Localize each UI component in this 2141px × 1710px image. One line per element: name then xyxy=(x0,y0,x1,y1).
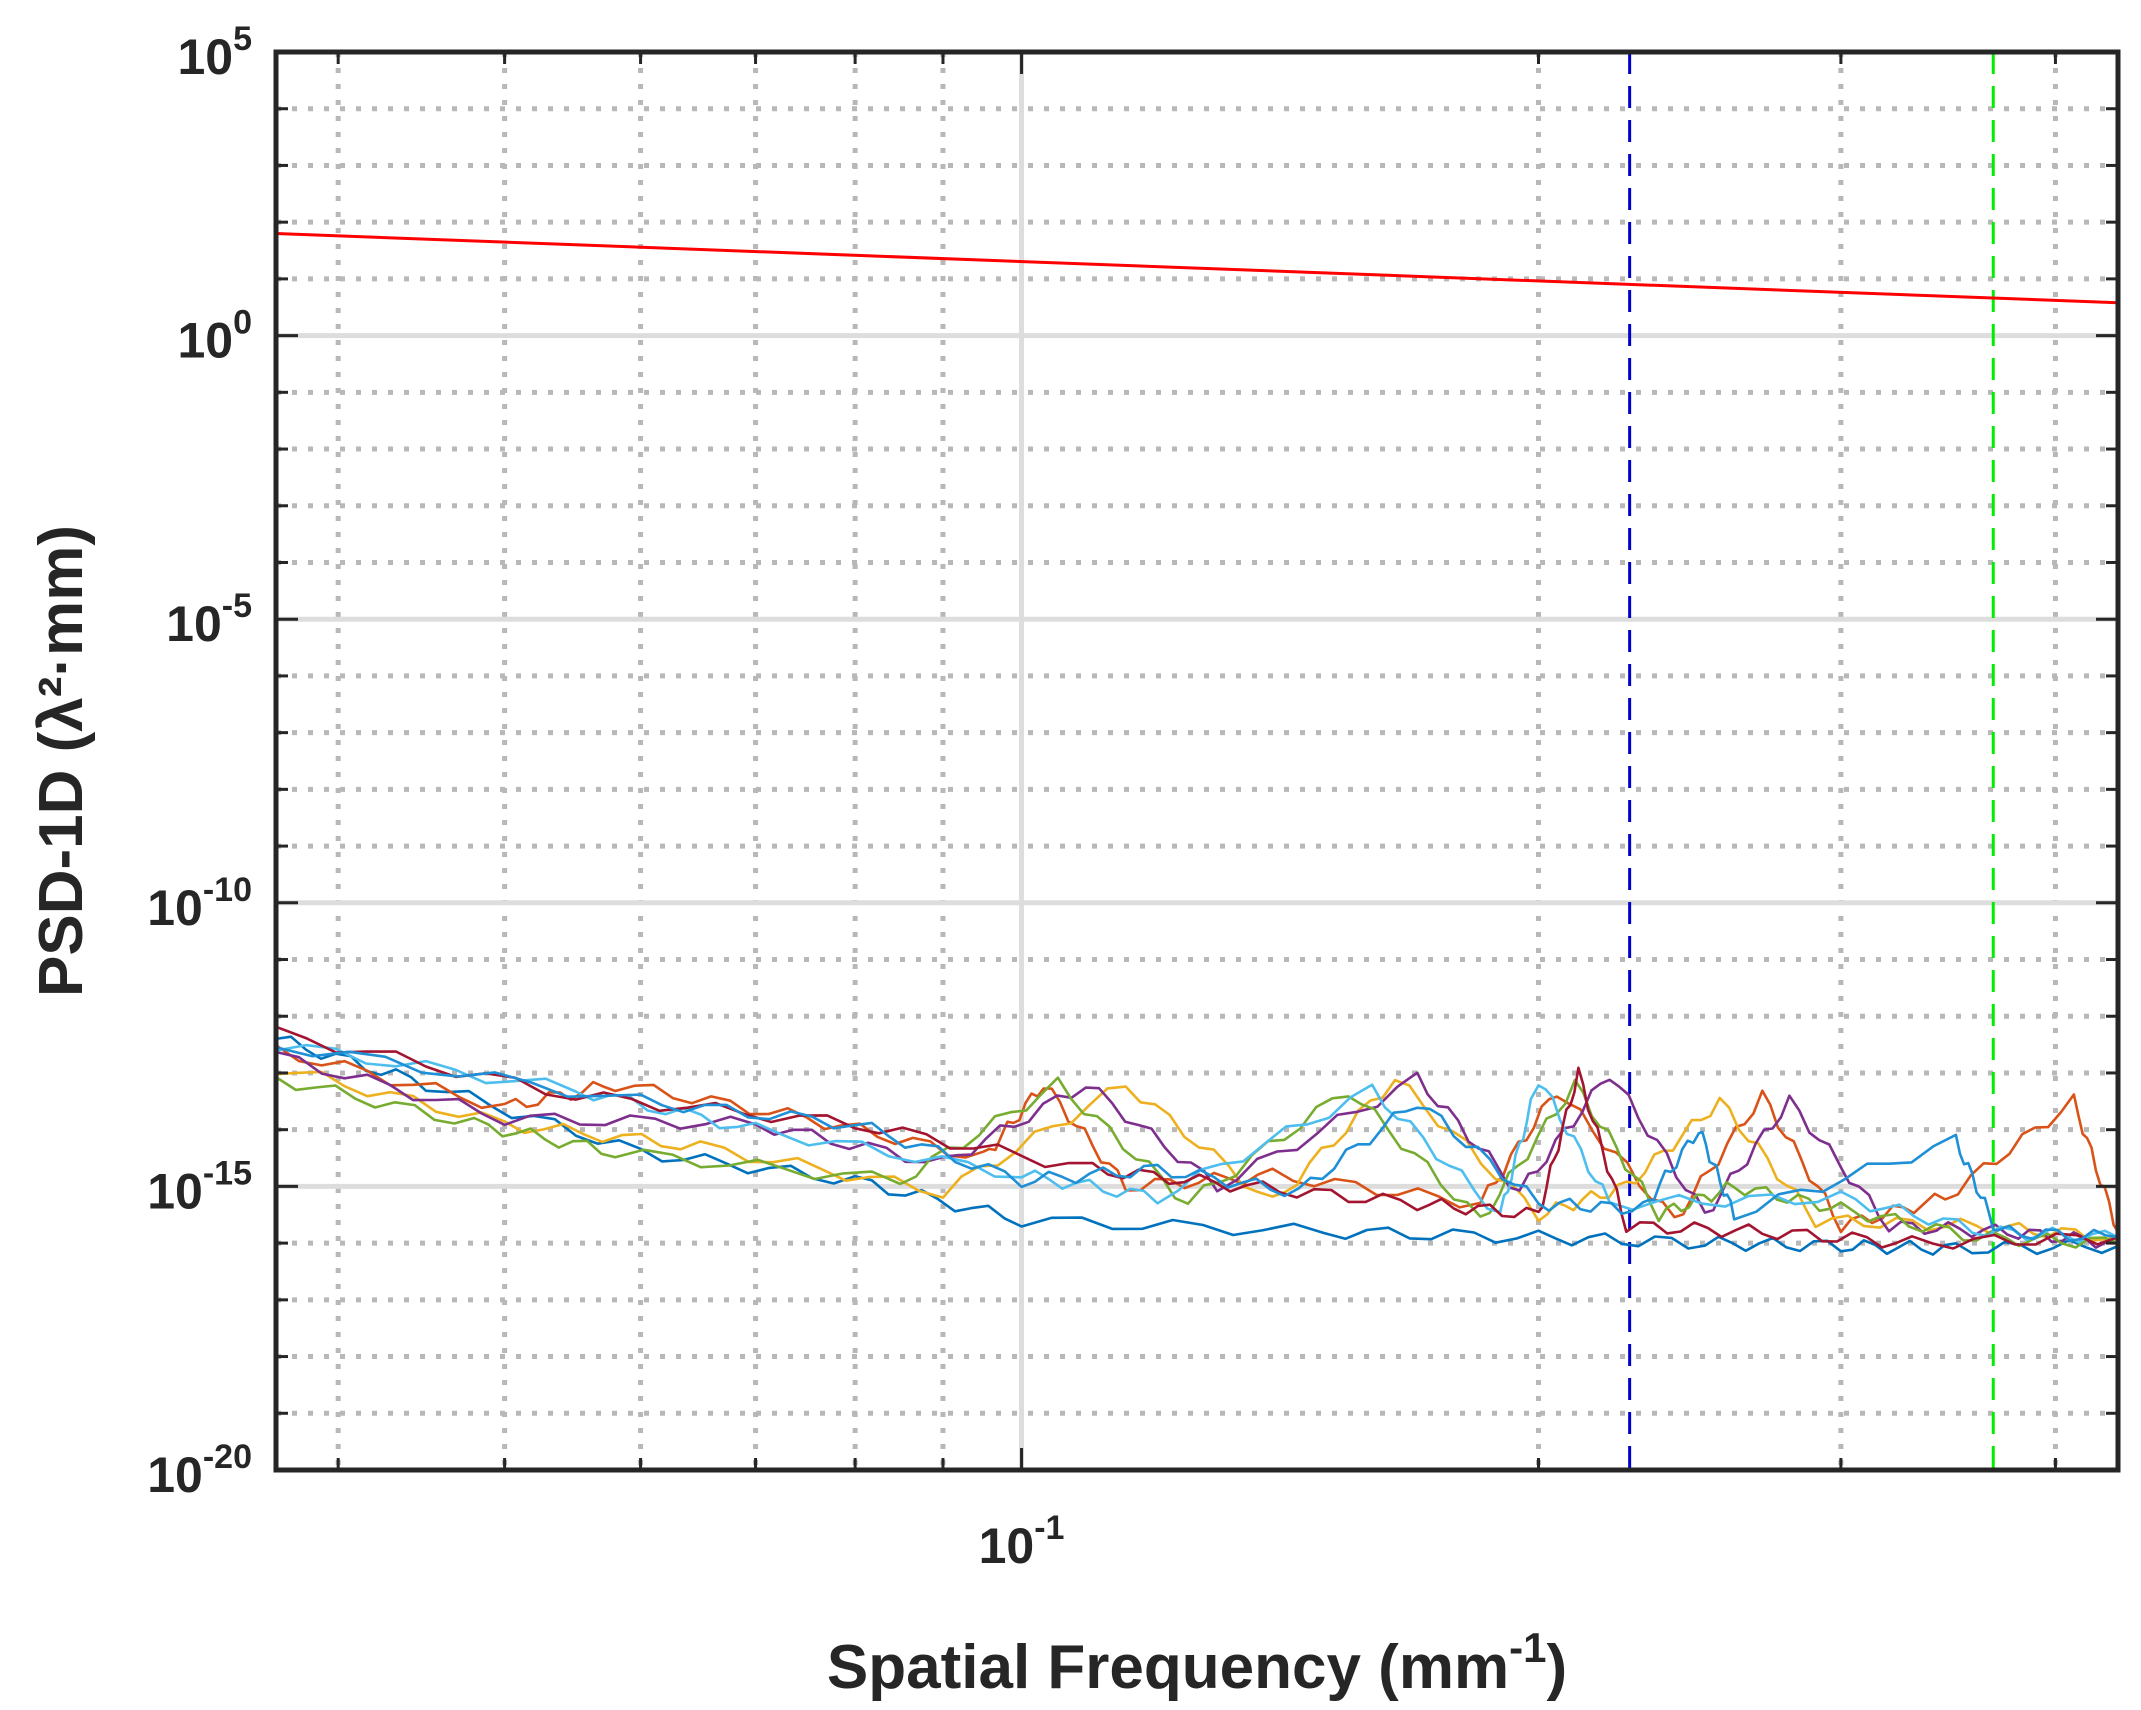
series-layer xyxy=(275,52,2120,1470)
y-tick-label: 105 xyxy=(177,20,252,85)
grid xyxy=(276,52,2118,1470)
y-tick-exp: 0 xyxy=(233,304,252,342)
y-tick-label: 100 xyxy=(177,304,252,369)
y-tick-label: 10-15 xyxy=(147,1154,252,1219)
x-axis-label: Spatial Frequency (mm-1) xyxy=(827,1624,1567,1702)
y-axis-label: PSD-1D (λ²·mm) xyxy=(27,525,96,997)
y-tick-exp: -15 xyxy=(203,1154,252,1192)
x-axis-label-suffix: ) xyxy=(1546,1633,1567,1702)
x-tick-exp: -1 xyxy=(1034,1509,1064,1547)
y-tick-base: 10 xyxy=(166,596,222,652)
x-axis-label-text: Spatial Frequency (mm xyxy=(827,1633,1509,1702)
y-tick-base: 10 xyxy=(147,1163,203,1219)
y-tick-label: 10-10 xyxy=(147,871,252,936)
psd-series-line xyxy=(275,1045,2119,1243)
psd-series-line xyxy=(275,1070,2119,1243)
x-tick-base: 10 xyxy=(979,1518,1035,1574)
psd-series-line xyxy=(275,1076,2119,1249)
psd-series-line xyxy=(275,1043,2119,1244)
y-tick-exp: -5 xyxy=(222,587,252,625)
y-tick-base: 10 xyxy=(177,313,233,369)
plot-frame xyxy=(273,49,2121,1473)
psd-series-line xyxy=(275,1050,2119,1249)
y-tick-exp: -10 xyxy=(203,871,252,909)
y-tick-base: 10 xyxy=(147,880,203,936)
y-tick-label: 10-20 xyxy=(147,1438,252,1503)
reference-red-line xyxy=(275,232,2119,305)
y-tick-exp: 5 xyxy=(233,20,252,58)
x-tick-label: 10-1 xyxy=(979,1509,1065,1574)
psd-series-line xyxy=(275,1035,2119,1256)
y-tick-base: 10 xyxy=(147,1447,203,1503)
y-tick-base: 10 xyxy=(177,29,233,85)
y-tick-exp: -20 xyxy=(203,1438,252,1476)
y-tick-label: 10-5 xyxy=(166,587,252,652)
x-axis-label-sup: -1 xyxy=(1509,1624,1546,1671)
